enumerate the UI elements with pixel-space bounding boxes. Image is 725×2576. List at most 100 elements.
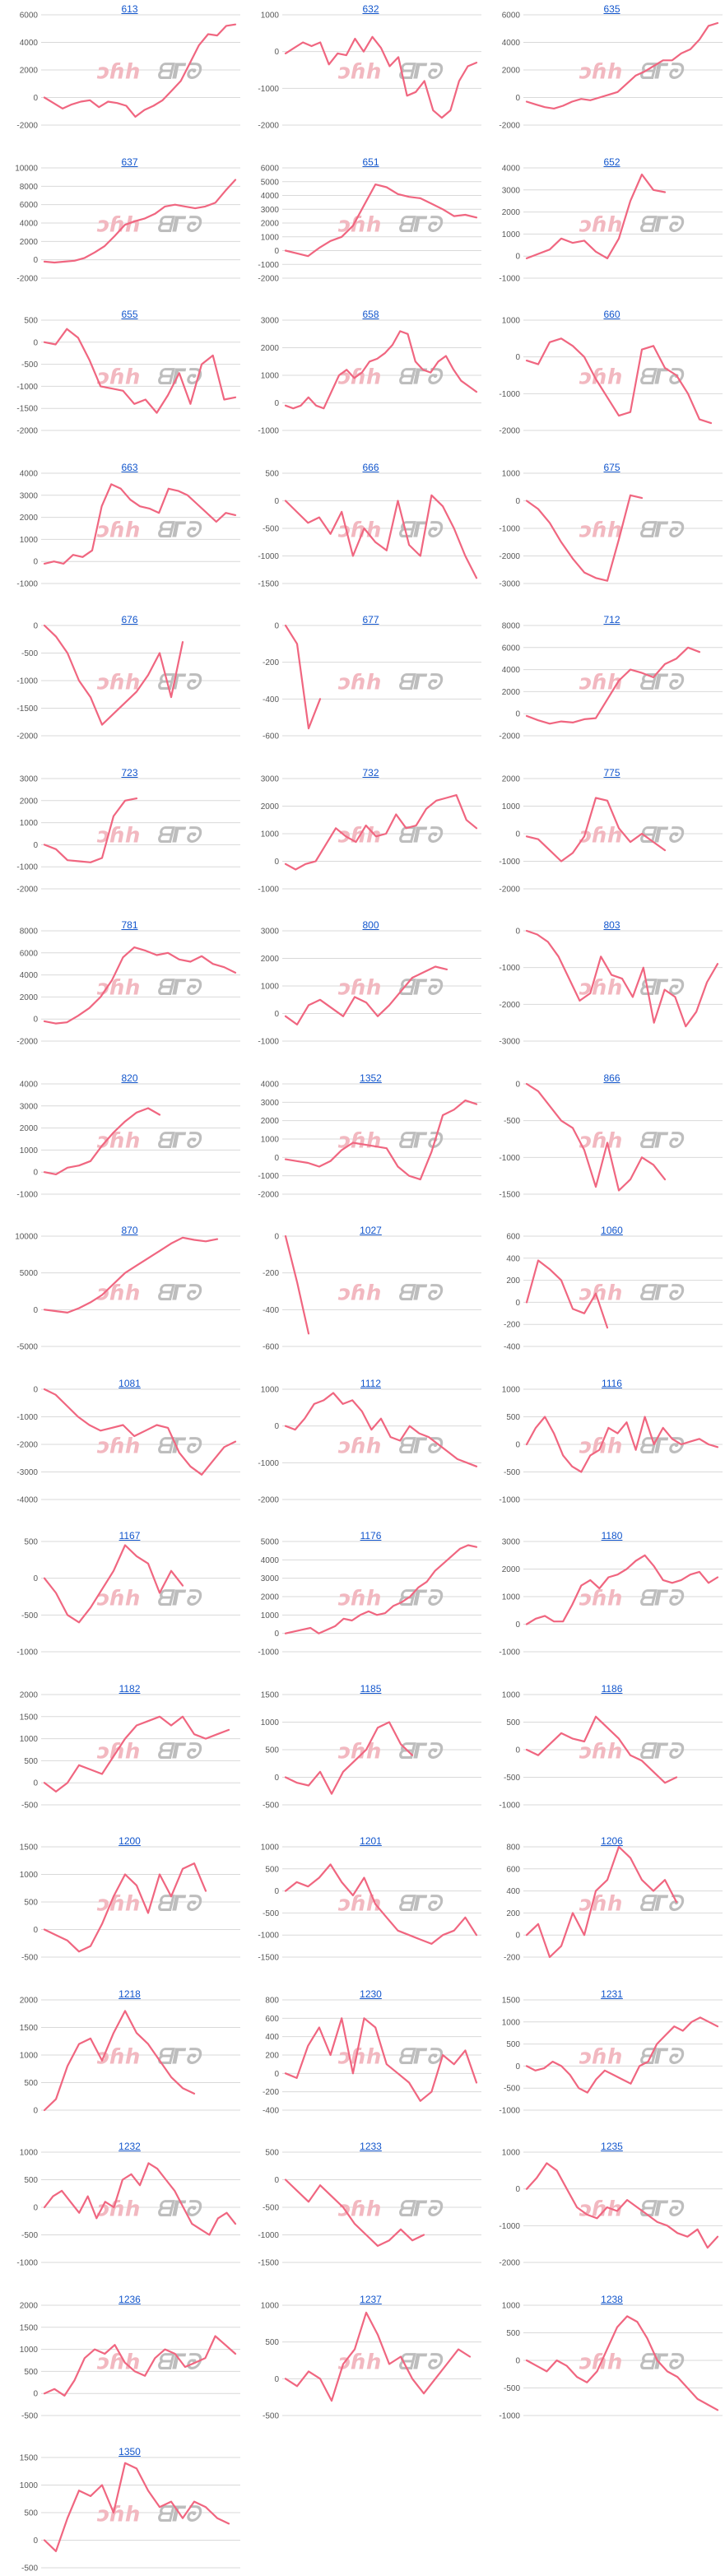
y-tick-label: -2000 bbox=[258, 274, 279, 283]
chart-title-link[interactable]: 1081 bbox=[119, 1377, 141, 1389]
watermark-right: ᗺᒥᘒ bbox=[156, 823, 202, 848]
y-tick-label: 1000 bbox=[502, 1385, 521, 1394]
chart-title-link[interactable]: 1218 bbox=[119, 1988, 141, 2000]
chart-title-link[interactable]: 712 bbox=[603, 614, 620, 625]
chart-title-link[interactable]: 635 bbox=[603, 3, 620, 15]
y-tick-label: 1000 bbox=[261, 1385, 280, 1394]
series-line bbox=[284, 494, 478, 579]
chart-title-link[interactable]: 1112 bbox=[360, 1377, 381, 1389]
chart-title-link[interactable]: 732 bbox=[362, 766, 379, 779]
chart-title-link[interactable]: 1182 bbox=[119, 1682, 141, 1695]
chart-title-link[interactable]: 676 bbox=[121, 614, 138, 625]
chart-title-link[interactable]: 870 bbox=[121, 1225, 138, 1236]
line-chart-781: -2000 0 2000 4000 6000 8000 ↄɦh ᗺᒥᘒ bbox=[16, 928, 240, 1047]
y-tick-label: 0 bbox=[274, 1887, 279, 1896]
chart-title-link[interactable]: 1235 bbox=[601, 2141, 623, 2152]
y-tick-label: 3000 bbox=[261, 1574, 280, 1583]
y-tick-label: 0 bbox=[274, 622, 279, 631]
chart-title-link[interactable]: 651 bbox=[362, 156, 379, 168]
chart-title-link[interactable]: 1231 bbox=[601, 1988, 623, 2000]
chart-title-link[interactable]: 866 bbox=[603, 1072, 620, 1084]
y-tick-label: 6000 bbox=[20, 201, 39, 210]
watermark-left: ↄɦh bbox=[96, 365, 140, 390]
chart-title-link[interactable]: 1186 bbox=[601, 1682, 623, 1695]
y-tick-label: -1000 bbox=[16, 1413, 38, 1422]
y-tick-label: 2000 bbox=[20, 1690, 39, 1700]
chart-title-link[interactable]: 652 bbox=[603, 156, 620, 168]
y-tick-label: 4000 bbox=[261, 1080, 280, 1089]
y-tick-label: -1000 bbox=[258, 1038, 279, 1047]
chart-title-link[interactable]: 660 bbox=[603, 309, 620, 320]
chart-panel-1237: 1237 -500 0 500 1000 ↄɦh ᗺᒥᘒ bbox=[253, 2292, 489, 2424]
y-tick-label: -200 bbox=[263, 658, 279, 667]
watermark-left: ↄɦh bbox=[337, 671, 381, 695]
chart-title-link[interactable]: 775 bbox=[603, 766, 620, 779]
y-tick-label: -1500 bbox=[16, 704, 38, 714]
line-chart-1235: -2000 -1000 0 1000 ↄɦh ᗺᒥᘒ bbox=[499, 2149, 723, 2268]
chart-title-link[interactable]: 800 bbox=[362, 919, 379, 931]
y-tick-label: 0 bbox=[274, 399, 279, 408]
y-tick-label: 500 bbox=[24, 1899, 38, 1908]
chart-title-link[interactable]: 666 bbox=[362, 461, 379, 473]
y-tick-label: -1000 bbox=[16, 1190, 38, 1199]
y-tick-label: 3000 bbox=[261, 205, 280, 214]
chart-title-link[interactable]: 1185 bbox=[360, 1682, 382, 1695]
chart-title-link[interactable]: 1176 bbox=[360, 1530, 382, 1541]
chart-title-link[interactable]: 1167 bbox=[119, 1530, 141, 1541]
line-chart-613: -2000 0 2000 4000 6000 ↄɦh ᗺᒥᘒ bbox=[16, 12, 240, 131]
y-tick-label: 500 bbox=[265, 1746, 279, 1755]
chart-title-link[interactable]: 1060 bbox=[601, 1225, 623, 1236]
y-tick-label: 0 bbox=[274, 497, 279, 506]
y-tick-label: 6000 bbox=[502, 12, 521, 21]
y-tick-label: 800 bbox=[265, 1996, 279, 2005]
chart-title-link[interactable]: 613 bbox=[121, 3, 138, 15]
chart-title-link[interactable]: 803 bbox=[603, 919, 620, 931]
watermark-right: ᗺᒥᘒ bbox=[639, 1281, 685, 1306]
chart-title-link[interactable]: 658 bbox=[362, 309, 379, 320]
y-tick-label: 1000 bbox=[20, 1146, 39, 1155]
y-tick-label: 500 bbox=[506, 1718, 520, 1727]
chart-panel-1167: 1167 -1000 -500 0 500 ↄɦh ᗺᒥᘒ bbox=[12, 1528, 248, 1660]
y-tick-label: -1000 bbox=[258, 427, 279, 436]
y-tick-label: 500 bbox=[265, 1865, 279, 1874]
chart-title-link[interactable]: 675 bbox=[603, 461, 620, 473]
chart-title-link[interactable]: 1027 bbox=[360, 1225, 382, 1236]
chart-title-link[interactable]: 663 bbox=[121, 461, 138, 473]
chart-title-link[interactable]: 1352 bbox=[360, 1072, 382, 1084]
chart-title-link[interactable]: 1206 bbox=[601, 1835, 623, 1847]
y-tick-label: -600 bbox=[263, 732, 279, 742]
series-line bbox=[284, 1720, 414, 1795]
y-tick-label: 200 bbox=[265, 2051, 279, 2060]
chart-title-link[interactable]: 632 bbox=[362, 3, 379, 15]
chart-title-link[interactable]: 1116 bbox=[602, 1377, 622, 1389]
y-tick-label: 0 bbox=[33, 1306, 38, 1315]
y-tick-label: 0 bbox=[515, 497, 520, 506]
chart-title-link[interactable]: 637 bbox=[121, 156, 138, 168]
y-tick-label: -200 bbox=[263, 1269, 279, 1278]
chart-title-link[interactable]: 1180 bbox=[601, 1530, 623, 1541]
line-chart-723: -2000 -1000 0 1000 2000 3000 ↄɦh ᗺᒥᘒ bbox=[16, 774, 240, 894]
y-tick-label: -500 bbox=[21, 649, 38, 658]
chart-title-link[interactable]: 1233 bbox=[360, 2141, 382, 2152]
chart-title-link[interactable]: 820 bbox=[121, 1072, 138, 1084]
chart-title-link[interactable]: 1230 bbox=[360, 1988, 382, 2000]
y-tick-label: -500 bbox=[263, 2411, 279, 2420]
chart-title-link[interactable]: 781 bbox=[121, 919, 138, 931]
watermark-right: ᗺᒥᘒ bbox=[397, 1281, 444, 1306]
chart-title-link[interactable]: 1232 bbox=[119, 2141, 141, 2152]
chart-title-link[interactable]: 1201 bbox=[360, 1835, 382, 1847]
watermark-right: ᗺᒥᘒ bbox=[397, 976, 444, 1001]
chart-title-link[interactable]: 1200 bbox=[119, 1835, 141, 1847]
y-tick-label: -1000 bbox=[258, 552, 279, 561]
y-tick-label: 2000 bbox=[261, 219, 280, 228]
series-line bbox=[284, 2016, 478, 2102]
chart-title-link[interactable]: 723 bbox=[121, 766, 138, 779]
y-tick-label: -1000 bbox=[499, 1648, 520, 1658]
chart-title-link[interactable]: 677 bbox=[362, 614, 379, 625]
watermark-right: ᗺᒥᘒ bbox=[156, 1434, 202, 1458]
chart-panel-1350: 1350 -500 0 500 1000 1500 ↄɦh ᗺᒥᘒ bbox=[12, 2444, 248, 2576]
chart-title-link[interactable]: 655 bbox=[121, 309, 138, 320]
y-tick-label: -500 bbox=[504, 1468, 520, 1477]
